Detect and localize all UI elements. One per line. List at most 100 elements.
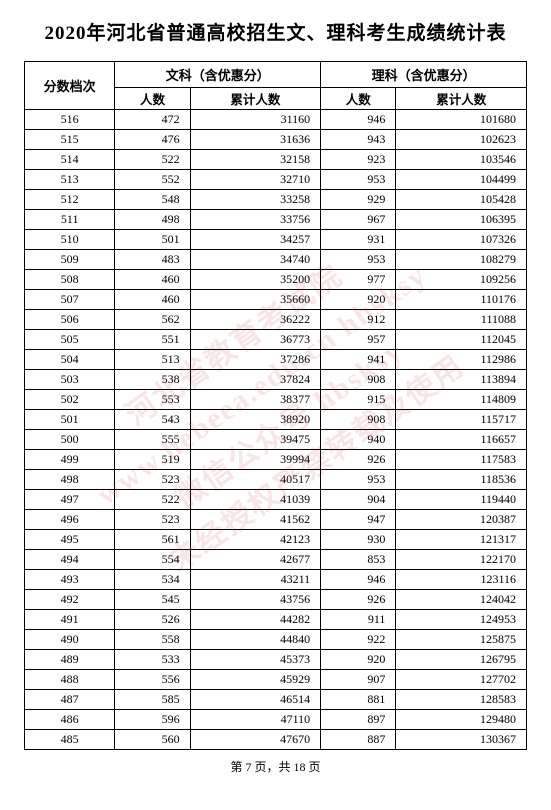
table-cell: 109256 [396, 270, 527, 290]
table-cell: 116657 [396, 430, 527, 450]
table-row: 49752241039904119440 [25, 490, 527, 510]
table-cell: 495 [25, 530, 115, 550]
table-cell: 492 [25, 590, 115, 610]
table-row: 48758546514881128583 [25, 690, 527, 710]
table-cell: 41039 [190, 490, 321, 510]
table-cell: 496 [25, 510, 115, 530]
table-cell: 929 [321, 190, 396, 210]
table-cell: 37824 [190, 370, 321, 390]
table-cell: 920 [321, 290, 396, 310]
table-cell: 488 [25, 670, 115, 690]
table-cell: 503 [25, 370, 115, 390]
table-cell: 897 [321, 710, 396, 730]
table-cell: 511 [25, 210, 115, 230]
table-row: 49455442677853122170 [25, 550, 527, 570]
page-footer: 第 7 页，共 18 页 [24, 758, 527, 775]
table-cell: 912 [321, 310, 396, 330]
table-cell: 977 [321, 270, 396, 290]
table-cell: 47110 [190, 710, 321, 730]
table-cell: 115717 [396, 410, 527, 430]
table-cell: 45929 [190, 670, 321, 690]
table-cell: 508 [25, 270, 115, 290]
table-cell: 486 [25, 710, 115, 730]
table-cell: 931 [321, 230, 396, 250]
table-cell: 907 [321, 670, 396, 690]
table-cell: 911 [321, 610, 396, 630]
table-cell: 39475 [190, 430, 321, 450]
table-cell: 102623 [396, 130, 527, 150]
table-cell: 485 [25, 730, 115, 750]
table-cell: 101680 [396, 110, 527, 130]
table-cell: 487 [25, 690, 115, 710]
table-cell: 36773 [190, 330, 321, 350]
table-cell: 112045 [396, 330, 527, 350]
table-row: 49652341562947120387 [25, 510, 527, 530]
table-cell: 500 [25, 430, 115, 450]
table-row: 50656236222912111088 [25, 310, 527, 330]
table-cell: 31160 [190, 110, 321, 130]
table-cell: 125875 [396, 630, 527, 650]
col-liberal-count-header: 人数 [115, 88, 190, 110]
table-cell: 543 [115, 410, 190, 430]
table-cell: 35660 [190, 290, 321, 310]
col-science-header: 理科（含优惠分） [321, 62, 527, 88]
table-cell: 515 [25, 130, 115, 150]
table-cell: 112986 [396, 350, 527, 370]
table-row: 51547631636943102623 [25, 130, 527, 150]
table-cell: 491 [25, 610, 115, 630]
table-cell: 519 [115, 450, 190, 470]
table-cell: 548 [115, 190, 190, 210]
col-liberal-cum-header: 累计人数 [190, 88, 321, 110]
table-row: 48855645929907127702 [25, 670, 527, 690]
table-cell: 887 [321, 730, 396, 750]
table-cell: 953 [321, 170, 396, 190]
score-table: 分数档次 文科（含优惠分） 理科（含优惠分） 人数 累计人数 人数 累计人数 5… [24, 61, 527, 750]
table-cell: 42123 [190, 530, 321, 550]
table-cell: 946 [321, 570, 396, 590]
table-cell: 110176 [396, 290, 527, 310]
table-cell: 123116 [396, 570, 527, 590]
col-science-count-header: 人数 [321, 88, 396, 110]
table-cell: 943 [321, 130, 396, 150]
table-cell: 915 [321, 390, 396, 410]
table-cell: 41562 [190, 510, 321, 530]
table-cell: 45373 [190, 650, 321, 670]
table-cell: 499 [25, 450, 115, 470]
table-cell: 40517 [190, 470, 321, 490]
table-cell: 562 [115, 310, 190, 330]
table-cell: 472 [115, 110, 190, 130]
table-cell: 103546 [396, 150, 527, 170]
table-cell: 494 [25, 550, 115, 570]
table-cell: 923 [321, 150, 396, 170]
table-cell: 513 [25, 170, 115, 190]
table-cell: 908 [321, 370, 396, 390]
table-cell: 514 [25, 150, 115, 170]
table-cell: 908 [321, 410, 396, 430]
table-row: 51647231160946101680 [25, 110, 527, 130]
table-cell: 130367 [396, 730, 527, 750]
table-row: 50948334740953108279 [25, 250, 527, 270]
table-cell: 941 [321, 350, 396, 370]
table-cell: 32710 [190, 170, 321, 190]
table-cell: 42677 [190, 550, 321, 570]
table-cell: 523 [115, 510, 190, 530]
table-cell: 34740 [190, 250, 321, 270]
table-cell: 881 [321, 690, 396, 710]
table-cell: 940 [321, 430, 396, 450]
table-cell: 108279 [396, 250, 527, 270]
table-cell: 947 [321, 510, 396, 530]
table-cell: 32158 [190, 150, 321, 170]
table-row: 50353837824908113894 [25, 370, 527, 390]
table-cell: 513 [115, 350, 190, 370]
table-cell: 534 [115, 570, 190, 590]
table-cell: 506 [25, 310, 115, 330]
table-cell: 38377 [190, 390, 321, 410]
table-row: 51254833258929105428 [25, 190, 527, 210]
table-row: 49152644282911124953 [25, 610, 527, 630]
table-cell: 502 [25, 390, 115, 410]
table-cell: 36222 [190, 310, 321, 330]
table-cell: 967 [321, 210, 396, 230]
table-cell: 904 [321, 490, 396, 510]
table-cell: 114809 [396, 390, 527, 410]
table-cell: 497 [25, 490, 115, 510]
